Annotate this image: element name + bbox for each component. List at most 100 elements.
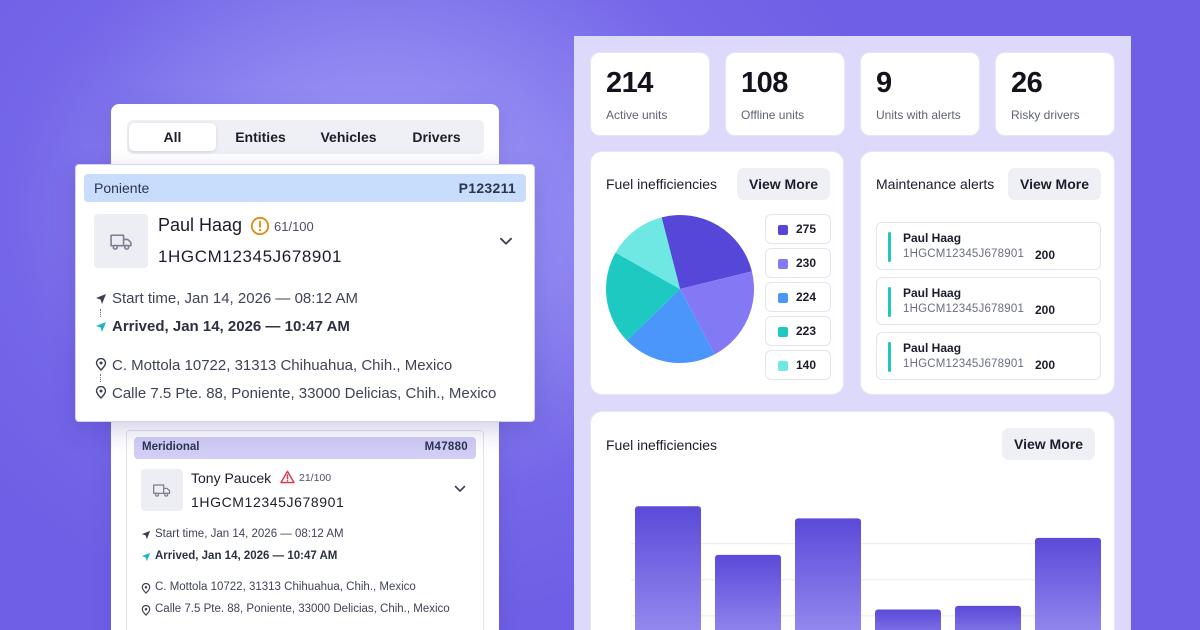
stat-card-offline-units[interactable]: 108 Offline units [725,52,845,136]
warning-circle-icon [250,216,270,236]
alert-driver-name: Paul Haag [903,231,962,245]
alert-row[interactable]: Paul Haag 1HGCM12345J678901 200 [876,277,1101,325]
pie-chart [606,215,754,363]
alert-vin: 1HGCM12345J678901 [903,303,1025,315]
legend-item[interactable]: 275 [765,214,831,244]
legend-swatch [778,259,788,269]
driver-score: 61/100 [274,219,314,234]
trip-card[interactable]: Meridional M47880 Tony Paucek 21/100 1HG… [126,430,484,630]
card-title: Maintenance alerts [876,176,995,192]
alert-driver-name: Paul Haag [903,286,962,300]
trip-origin: C. Mottola 10722, 31313 Chihuahua, Chih.… [155,581,416,593]
pie-slice[interactable] [680,271,754,355]
chevron-down-icon[interactable] [499,237,513,246]
filter-tabs: All Entities Vehicles Drivers [127,120,484,154]
trip-arrival-time: Arrived, Jan 14, 2026 — 10:47 AM [155,550,338,562]
view-more-button[interactable]: View More [737,168,830,200]
legend-value: 224 [796,290,817,304]
timeline-connector [100,374,101,382]
pie-slice[interactable] [615,217,680,289]
bar-chart [631,506,1101,630]
group-name: Meridional [142,441,200,453]
view-more-button[interactable]: View More [1002,428,1095,460]
tab-entities[interactable]: Entities [235,129,286,145]
fuel-inefficiencies-pie-card: Fuel inefficiencies View More 275 230 224 2… [590,151,844,395]
legend-value: 275 [796,222,817,236]
stat-value: 9 [876,67,892,99]
bar[interactable] [1035,537,1101,630]
alert-accent [888,232,891,262]
legend-item[interactable]: 230 [765,248,831,278]
vehicle-thumbnail [94,214,148,268]
pie-slice[interactable] [661,215,752,289]
alert-value: 200 [1035,303,1056,317]
card-title: Fuel inefficiencies [606,176,718,192]
alert-vin: 1HGCM12345J678901 [903,248,1025,260]
trip-origin: C. Mottola 10722, 31313 Chihuahua, Chih.… [112,357,453,374]
navigation-arrow-icon [141,530,151,540]
driver-score: 21/100 [299,472,332,484]
card-title: Fuel inefficiencies [606,437,718,453]
group-code: P123211 [458,180,516,196]
stat-card-risky-drivers[interactable]: 26 Risky drivers [995,52,1115,136]
group-header: Poniente P123211 [84,174,526,202]
timeline-connector [100,309,101,317]
location-pin-icon [95,386,107,399]
alert-vin: 1HGCM12345J678901 [903,358,1025,370]
dashboard-panel: 214 Active units 108 Offline units 9 Uni… [574,36,1131,630]
truck-icon [109,233,132,250]
alert-row[interactable]: Paul Haag 1HGCM12345J678901 200 [876,332,1101,380]
alert-driver-name: Paul Haag [903,341,962,355]
legend-item[interactable]: 224 [765,282,831,312]
location-pin-icon [95,358,107,371]
tab-vehicles[interactable]: Vehicles [320,129,377,145]
legend-swatch [778,327,788,337]
stat-value: 214 [606,67,653,99]
pie-slice[interactable] [626,289,715,363]
legend-item[interactable]: 223 [765,316,831,346]
trip-destination: Calle 7.5 Pte. 88, Poniente, 33000 Delic… [155,603,450,615]
legend-value: 223 [796,324,817,338]
bar[interactable] [955,605,1021,630]
bar[interactable] [875,609,941,630]
location-pin-icon [141,583,151,594]
legend-item[interactable]: 140 [765,350,831,380]
alert-value: 200 [1035,358,1056,372]
fuel-inefficiencies-bar-card: Fuel inefficiencies View More [590,411,1115,630]
view-more-button[interactable]: View More [1008,168,1101,200]
location-pin-icon [141,605,151,616]
stat-label: Risky drivers [1011,108,1080,122]
stat-card-active-units[interactable]: 214 Active units [590,52,710,136]
bar[interactable] [715,554,781,630]
stat-value: 108 [741,67,788,99]
stat-label: Offline units [741,108,805,122]
trip-arrival-time: Arrived, Jan 14, 2026 — 10:47 AM [112,318,350,335]
legend-value: 230 [796,256,817,270]
tab-all[interactable]: All [129,123,216,151]
legend-value: 140 [796,358,817,372]
chevron-down-icon[interactable] [454,485,466,493]
navigation-arrow-icon [96,322,106,332]
alert-accent [888,342,891,372]
legend-swatch [778,225,788,235]
stat-card-units-with-alerts[interactable]: 9 Units with alerts [860,52,980,136]
group-name: Poniente [94,180,150,196]
stat-value: 26 [1011,67,1043,99]
warning-triangle-icon [280,470,295,484]
tab-drivers[interactable]: Drivers [412,129,461,145]
alert-accent [888,287,891,317]
alert-value: 200 [1035,248,1056,262]
driver-name: Tony Paucek [191,470,272,486]
stat-label: Units with alerts [876,108,961,122]
alert-row[interactable]: Paul Haag 1HGCM12345J678901 200 [876,222,1101,270]
vehicle-vin: 1HGCM12345J678901 [191,494,345,510]
pie-slice[interactable] [606,252,680,341]
navigation-arrow-icon [96,294,106,304]
bar[interactable] [635,506,701,630]
trip-destination: Calle 7.5 Pte. 88, Poniente, 33000 Delic… [112,385,497,402]
driver-name: Paul Haag [158,215,243,235]
bar[interactable] [795,518,861,630]
trip-card-expanded[interactable]: Poniente P123211 Paul Haag 61/100 1HGCM1… [75,164,535,422]
legend-swatch [778,293,788,303]
stat-label: Active units [606,108,668,122]
